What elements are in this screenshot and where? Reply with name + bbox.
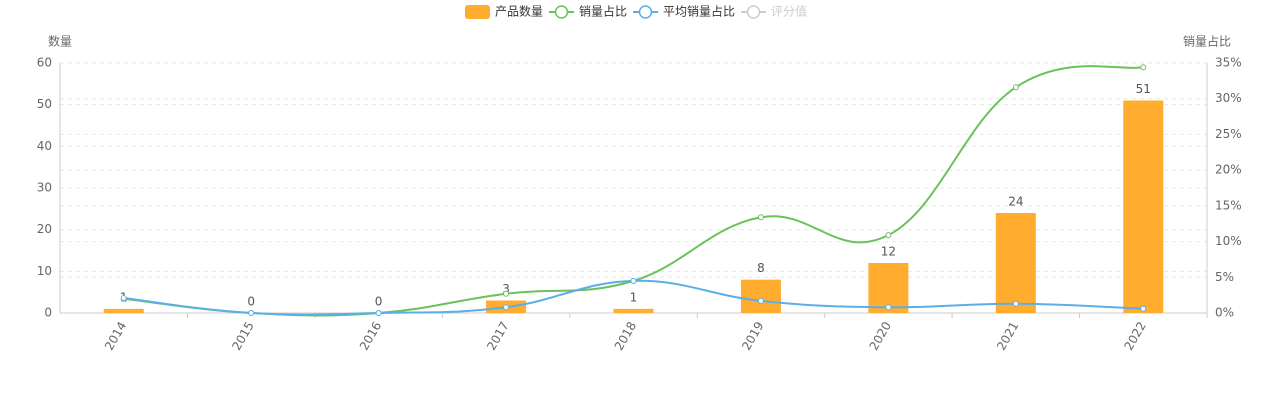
x-tick-label: 2016 [357, 319, 384, 352]
point [757, 214, 764, 221]
bar [995, 213, 1036, 313]
y2-tick-label: 25% [1215, 127, 1242, 141]
point [1140, 64, 1147, 71]
point [1012, 300, 1019, 307]
x-tick-label: 2020 [867, 319, 894, 352]
x-tick-label: 2022 [1122, 319, 1149, 352]
point [120, 295, 127, 301]
y-tick-label: 0 [44, 306, 52, 320]
legend-swatch [554, 5, 569, 19]
y-tick-label: 30 [37, 181, 52, 195]
data-label: 0 [247, 295, 255, 309]
y2-axis-label: 销量占比 [1183, 34, 1231, 49]
y-tick-label: 10 [37, 264, 52, 278]
data-label: 51 [1136, 82, 1151, 96]
bar [740, 279, 781, 313]
y-tick-label: 40 [37, 139, 52, 153]
x-tick-label: 2017 [484, 319, 511, 352]
point [503, 304, 510, 311]
y2-tick-label: 5% [1215, 270, 1234, 284]
data-label: 12 [881, 245, 896, 259]
point [885, 232, 892, 239]
legend-label: 销量占比 [579, 4, 627, 19]
point [1140, 305, 1147, 312]
y2-tick-label: 30% [1215, 91, 1242, 105]
x-tick-label: 2014 [102, 319, 129, 352]
bar [103, 308, 144, 313]
y-tick-label: 20 [37, 222, 52, 236]
y2-tick-label: 0% [1215, 306, 1234, 320]
y2-tick-label: 15% [1215, 198, 1242, 212]
data-label: 24 [1008, 195, 1023, 209]
data-label: 0 [375, 295, 383, 309]
x-tick-label: 2015 [229, 319, 256, 352]
y-axis-label: 数量 [48, 34, 72, 49]
data-label: 1 [630, 290, 638, 304]
legend-label: 产品数量 [495, 4, 543, 19]
point [248, 310, 255, 316]
y-tick-label: 50 [37, 97, 52, 111]
legend-label: 平均销量占比 [663, 4, 735, 19]
point [503, 290, 510, 297]
data-label: 8 [757, 261, 765, 275]
point [757, 297, 764, 304]
legend-swatch [746, 5, 761, 19]
y2-tick-label: 35% [1215, 56, 1242, 70]
point [630, 277, 637, 284]
y2-tick-label: 10% [1215, 234, 1242, 248]
point [1012, 84, 1019, 91]
data-label: 3 [502, 282, 510, 296]
bar [1123, 100, 1164, 313]
y2-tick-label: 20% [1215, 163, 1242, 177]
x-tick-label: 2019 [739, 319, 766, 352]
point [885, 304, 892, 311]
x-tick-label: 2018 [612, 319, 639, 352]
legend-swatch [638, 5, 653, 19]
x-tick-label: 2021 [994, 319, 1021, 352]
y-tick-label: 60 [37, 56, 52, 70]
bar [613, 308, 654, 313]
legend-swatch [465, 5, 490, 19]
legend-label: 评分值 [771, 4, 807, 19]
point [375, 310, 382, 316]
